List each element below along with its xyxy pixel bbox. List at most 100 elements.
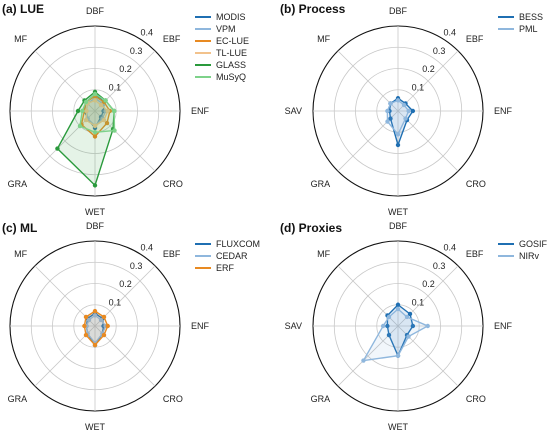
data-point-cedar-dbf bbox=[92, 313, 98, 318]
category-label-mf: MF bbox=[317, 34, 330, 44]
radar-panel-a-lue: (a) LUE0.10.20.30.4DBFEBFENFCROWETGRASAV… bbox=[2, 2, 249, 217]
series-tl-lue bbox=[83, 98, 110, 129]
data-point-nirv-wet bbox=[395, 353, 401, 358]
data-point-nirv-mf bbox=[386, 314, 392, 320]
data-point-glass-sav bbox=[75, 108, 81, 114]
category-label-gra: GRA bbox=[311, 179, 331, 189]
category-label-ebf: EBF bbox=[163, 249, 181, 259]
radial-tick-label: 0.4 bbox=[444, 27, 457, 37]
category-label-mf: MF bbox=[14, 34, 27, 44]
legend-label-pml: PML bbox=[519, 24, 538, 34]
category-label-sav: SAV bbox=[285, 106, 302, 116]
radial-tick-label: 0.2 bbox=[119, 279, 132, 289]
data-point-nirv-cro bbox=[406, 334, 411, 339]
category-label-cro: CRO bbox=[163, 179, 183, 189]
data-point-musyq-ebf bbox=[103, 98, 108, 103]
data-point-musyq-cro bbox=[112, 128, 117, 133]
data-point-bess-enf bbox=[410, 108, 416, 114]
radial-tick-label: 0.2 bbox=[422, 64, 435, 74]
category-label-ebf: EBF bbox=[466, 34, 484, 44]
data-point-musyq-enf bbox=[111, 108, 117, 114]
legend-label-gosif: GOSIF bbox=[519, 239, 548, 249]
radial-tick-label: 0.2 bbox=[422, 279, 435, 289]
legend-label-fluxcom: FLUXCOM bbox=[216, 239, 260, 249]
data-point-pml-ebf bbox=[401, 102, 407, 108]
category-label-gra: GRA bbox=[8, 179, 28, 189]
data-point-ec-lue-wet bbox=[92, 134, 98, 139]
data-point-musyq-gra bbox=[77, 123, 83, 129]
category-label-mf: MF bbox=[14, 249, 27, 259]
radial-tick-label: 0.4 bbox=[444, 242, 457, 252]
category-label-dbf: DBF bbox=[389, 6, 408, 16]
legend: FLUXCOM CEDAR ERF bbox=[195, 239, 260, 273]
data-point-bess-wet bbox=[395, 142, 401, 148]
data-point-gosif-dbf bbox=[395, 302, 401, 307]
series-polygon-nirv bbox=[362, 308, 430, 362]
category-label-dbf: DBF bbox=[389, 221, 408, 231]
category-label-cro: CRO bbox=[466, 179, 486, 189]
legend-label-musyq: MuSyQ bbox=[216, 72, 246, 82]
category-label-ebf: EBF bbox=[466, 249, 484, 259]
data-point-tl-lue-gra bbox=[83, 117, 89, 123]
panel-title: (c) ML bbox=[2, 221, 37, 235]
series-pml bbox=[385, 98, 411, 137]
data-point-pml-dbf bbox=[395, 98, 401, 103]
series-musyq bbox=[77, 91, 117, 135]
data-point-pml-cro bbox=[403, 116, 408, 121]
category-label-wet: WET bbox=[85, 422, 105, 432]
data-point-pml-gra bbox=[385, 119, 390, 124]
radial-tick-label: 0.3 bbox=[130, 261, 143, 271]
legend-label-cedar: CEDAR bbox=[216, 251, 248, 261]
data-point-erf-gra bbox=[83, 332, 89, 338]
category-label-wet: WET bbox=[388, 422, 408, 432]
data-point-ec-lue-cro bbox=[104, 120, 110, 126]
data-point-pml-wet bbox=[395, 132, 401, 137]
radar-panel-b-process: (b) Process 0.1 0.2 0.3 0.4 DBF EBF ENF CRO WET GR… bbox=[280, 2, 543, 217]
radar-panel-c-ml: (c) ML0.10.20.30.4DBFEBFENFCROWETGRASAVM… bbox=[2, 221, 260, 432]
category-label-ebf: EBF bbox=[163, 34, 181, 44]
panel-title: (b) Process bbox=[280, 2, 346, 16]
category-label-mf: MF bbox=[317, 249, 330, 259]
category-label-enf: ENF bbox=[494, 321, 513, 331]
data-point-musyq-mf bbox=[83, 99, 89, 105]
radial-tick-label: 0.4 bbox=[141, 27, 154, 37]
radial-tick-label: 0.3 bbox=[433, 261, 446, 271]
data-point-tl-lue-cro bbox=[101, 117, 107, 123]
data-point-nirv-ebf bbox=[404, 314, 410, 320]
radial-tick-label: 0.3 bbox=[130, 46, 143, 56]
data-point-musyq-dbf bbox=[92, 91, 98, 97]
panel-title: (d) Proxies bbox=[280, 221, 342, 235]
data-point-musyq-wet bbox=[92, 130, 98, 135]
category-label-dbf: DBF bbox=[86, 6, 105, 16]
data-point-nirv-sav bbox=[380, 323, 386, 329]
data-point-pml-mf bbox=[388, 101, 393, 106]
legend-label-modis: MODIS bbox=[216, 12, 246, 22]
data-point-glass-wet bbox=[92, 183, 98, 188]
data-point-nirv-enf bbox=[425, 323, 430, 329]
data-point-tl-lue-wet bbox=[92, 123, 98, 129]
data-point-erf-mf bbox=[83, 314, 89, 320]
data-point-tl-lue-dbf bbox=[92, 98, 98, 103]
data-point-bess-gra bbox=[388, 116, 393, 121]
category-label-sav: SAV bbox=[285, 321, 302, 331]
data-point-pml-enf bbox=[406, 108, 411, 114]
data-point-erf-sav bbox=[82, 323, 87, 329]
data-point-gosif-sav bbox=[385, 323, 390, 329]
category-label-gra: GRA bbox=[8, 394, 28, 404]
category-label-enf: ENF bbox=[191, 321, 210, 331]
data-point-erf-wet bbox=[92, 342, 98, 348]
data-point-erf-dbf bbox=[92, 308, 98, 314]
series-erf bbox=[82, 308, 110, 348]
data-point-erf-ebf bbox=[101, 314, 107, 320]
data-point-glass-gra bbox=[55, 146, 60, 151]
panel-title: (a) LUE bbox=[2, 2, 44, 16]
category-label-wet: WET bbox=[85, 207, 105, 217]
data-point-nirv-gra bbox=[361, 358, 366, 363]
data-point-nirv-dbf bbox=[395, 306, 401, 312]
data-point-musyq-sav bbox=[80, 108, 85, 114]
legend-label-bess: BESS bbox=[519, 12, 543, 22]
data-point-cedar-ebf bbox=[98, 317, 104, 323]
category-label-wet: WET bbox=[388, 207, 408, 217]
radial-tick-label: 0.1 bbox=[109, 83, 122, 93]
